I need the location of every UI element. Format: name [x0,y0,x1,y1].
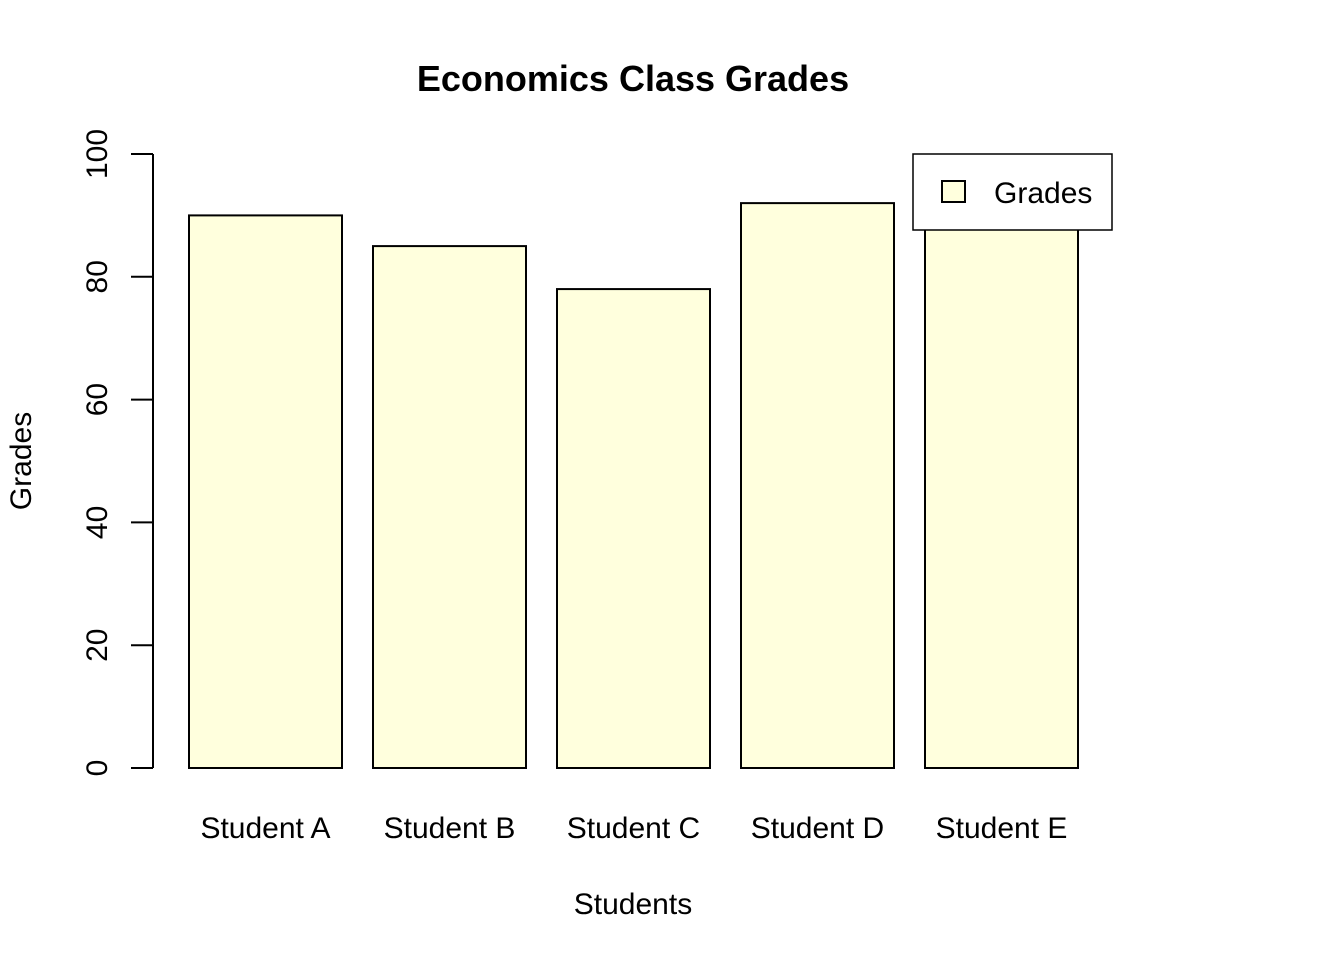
x-tick-label: Student B [384,812,516,845]
x-tick-label: Student C [567,812,700,845]
y-tick-label: 80 [81,260,114,293]
y-axis-label: Grades [5,412,38,510]
bar-student-a [188,214,343,769]
y-tick-label: 0 [81,760,114,777]
y-ticks: 0 20 40 60 80 100 [81,129,153,776]
legend-box [912,153,1113,231]
x-tick-label: Student E [936,812,1068,845]
x-axis-label: Students [574,888,692,921]
legend-label: Grades [994,177,1092,210]
y-tick-label: 60 [81,383,114,416]
bar-student-c [556,288,711,769]
bar-student-b [372,245,527,770]
bar-student-e [924,226,1079,769]
y-tick-label: 40 [81,506,114,539]
x-tick-label: Student D [751,812,884,845]
y-tick-label: 20 [81,629,114,662]
x-tick-labels: Student A Student B Student C Student D Stud… [200,812,1067,845]
bars [188,202,1079,770]
x-tick-label: Student A [200,812,330,845]
legend: Grades [912,153,1113,231]
y-tick-label: 100 [81,129,114,179]
chart-title: Economics Class Grades [417,58,849,99]
legend-swatch [941,180,966,203]
bar-student-d [740,202,895,769]
